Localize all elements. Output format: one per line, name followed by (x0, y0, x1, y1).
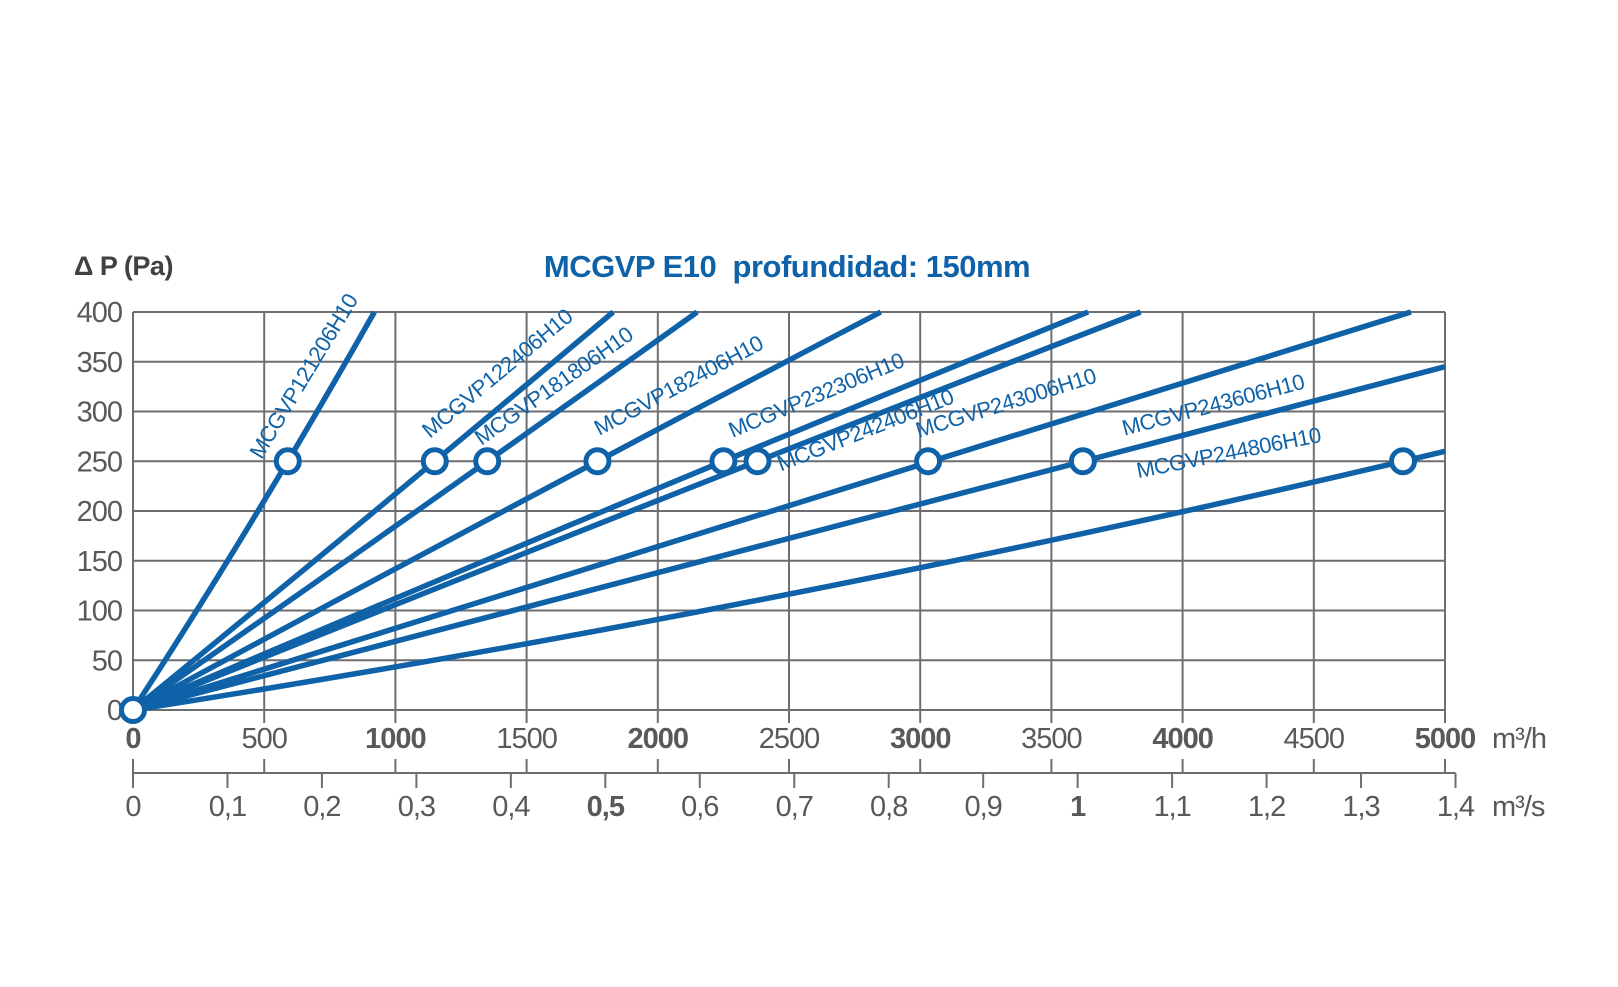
marker-250pa-MCGVP122406H10 (420, 447, 449, 476)
x-tick-label-m3h: 4000 (1152, 723, 1213, 755)
curve-MCGVP243006H10 (132, 309, 1412, 713)
x-tick-label-m3s: 1,3 (1342, 791, 1379, 823)
x-tick-label-m3h: 1500 (496, 723, 557, 755)
x-tick-label-m3h: 2000 (628, 723, 689, 755)
x-tick-label-m3h: 4500 (1284, 723, 1345, 755)
marker-250pa-MCGVP181806H10 (473, 447, 502, 476)
x-tick-label-m3s: 1,4 (1437, 791, 1475, 823)
curve-MCGVP181806H10 (131, 309, 699, 713)
x-tick-label-m3s: 0,5 (587, 791, 625, 823)
marker-250pa-MCGVP121206H10 (273, 447, 302, 476)
marker-250pa-MCGVP242406H10 (743, 447, 772, 476)
y-tick-label: 200 (77, 496, 122, 528)
curve-MCGVP182406H10 (131, 309, 883, 713)
marker-250pa-MCGVP243606H10 (1068, 447, 1097, 476)
y-tick-label: 400 (77, 297, 122, 329)
marker-250pa-MCGVP232306H10 (709, 447, 738, 476)
curve-MCGVP243606H10 (132, 364, 1446, 713)
x-tick-label-m3h: 1000 (365, 723, 426, 755)
x-tick-label-m3s: 0,1 (209, 791, 246, 823)
curve-MCGVP232306H10 (131, 309, 1090, 713)
curve-label-MCGVP244806H10: MCGVP244806H10 (1134, 422, 1323, 483)
x-tick-label-m3h: 5000 (1415, 723, 1476, 755)
x-tick-label-m3s: 0,4 (492, 791, 530, 823)
y-tick-label: 100 (77, 596, 122, 628)
x-tick-label-m3s: 1,1 (1153, 791, 1190, 823)
marker-250pa-MCGVP244806H10 (1389, 447, 1418, 476)
x-tick-label-m3h: 3500 (1021, 723, 1082, 755)
x-tick-label-m3s: 0,3 (398, 791, 435, 823)
curve-MCGVP242406H10 (131, 309, 1142, 713)
x-axis-unit-m3s: m³/s (1492, 791, 1545, 823)
x-tick-label-m3s: 0,7 (776, 791, 813, 823)
chart-title: MCGVP E10 profundidad: 150mm (543, 249, 1031, 284)
curve-MCGVP122406H10 (131, 309, 615, 713)
x-tick-label-m3h: 2500 (759, 723, 820, 755)
x-tick-label-m3s: 0,8 (870, 791, 907, 823)
x-tick-label-m3h: 3000 (890, 723, 951, 755)
x-tick-label-m3h: 0 (125, 723, 140, 755)
x-axis-unit-m3h: m³/h (1492, 723, 1546, 755)
x-tick-label-m3s: 1 (1070, 791, 1086, 823)
y-tick-label: 0 (107, 695, 122, 727)
y-axis-title: Δ P (Pa) (74, 251, 173, 281)
y-tick-label: 300 (77, 397, 122, 429)
curve-MCGVP244806H10 (132, 448, 1446, 713)
x-tick-label-m3s: 0 (125, 791, 140, 823)
y-tick-label: 350 (77, 347, 122, 379)
curve-MCGVP121206H10 (130, 310, 377, 712)
marker-origin (119, 696, 147, 724)
marker-250pa-MCGVP182406H10 (583, 447, 612, 476)
x-tick-label-m3s: 0,6 (681, 791, 718, 823)
y-tick-label: 250 (77, 446, 122, 478)
x-tick-label-m3h: 500 (242, 723, 287, 755)
y-tick-label: 150 (77, 546, 122, 578)
x-tick-label-m3s: 0,2 (303, 791, 340, 823)
marker-250pa-MCGVP243006H10 (914, 447, 943, 476)
x-tick-label-m3s: 1,2 (1248, 791, 1285, 823)
x-tick-label-m3s: 0,9 (965, 791, 1002, 823)
y-tick-label: 50 (92, 645, 122, 677)
